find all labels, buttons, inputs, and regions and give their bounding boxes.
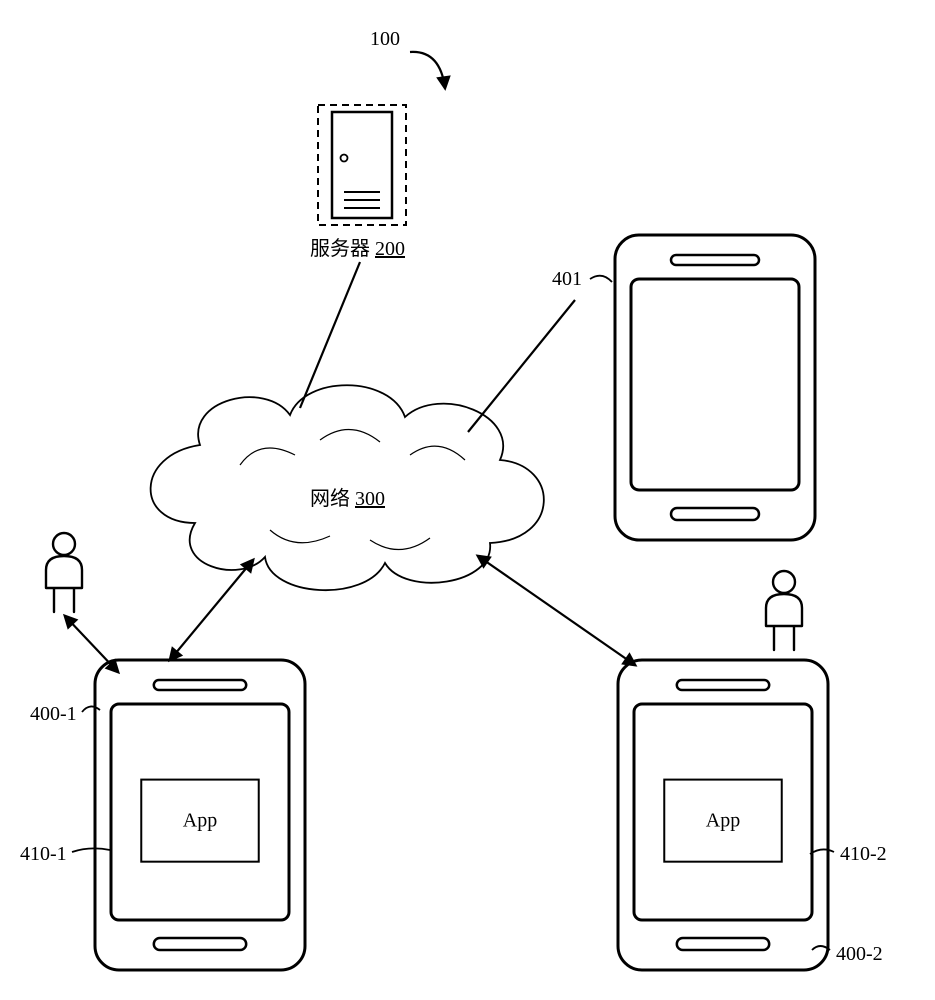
ref-410-1: 410-1 [20, 843, 67, 865]
ref-100-arrow [410, 52, 445, 88]
ref-410-2: 410-2 [840, 843, 887, 865]
ref-401: 401 [552, 268, 582, 290]
ref-400-1: 400-1 [30, 703, 77, 725]
app-label-right: App [706, 810, 740, 832]
person-icon [766, 594, 802, 650]
app-label-left: App [183, 810, 217, 832]
ref-400-2: 400-2 [836, 943, 883, 965]
person-icon [46, 556, 82, 612]
server-label: 服务器 200 [310, 237, 405, 260]
cloud-label: 网络 300 [310, 487, 385, 510]
ref-100: 100 [370, 28, 400, 50]
server-inner [332, 112, 392, 218]
diagram-canvas: 100 服务器 200 网络 300 401 App 400-1 410-1 App 410-2… [0, 0, 935, 1000]
